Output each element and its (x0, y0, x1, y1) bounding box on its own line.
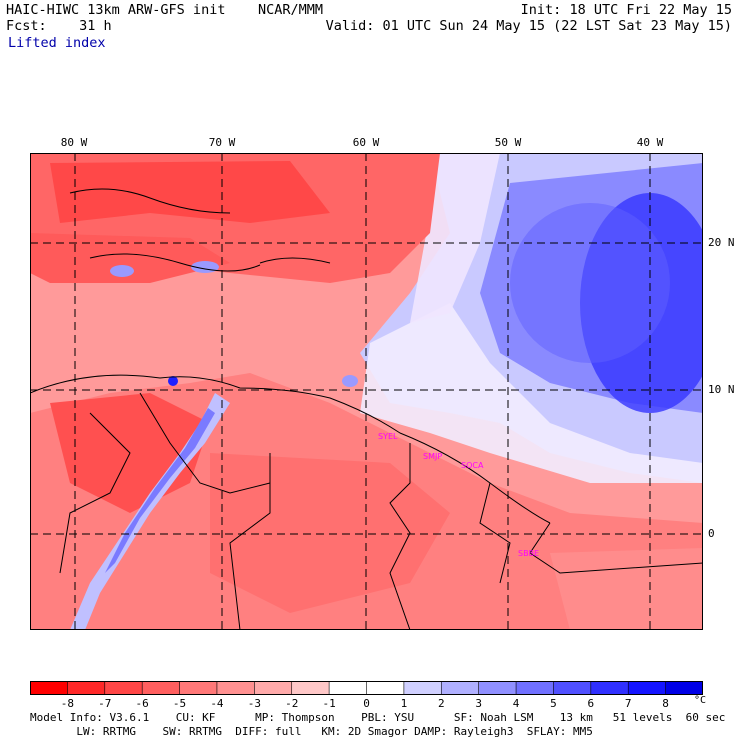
lon-label-50w: 50 W (494, 136, 522, 149)
field-name: Lifted index (8, 35, 106, 51)
neutral-band (360, 303, 703, 483)
colorbar-swatch (142, 681, 181, 695)
colorbar-tick-label: -3 (247, 697, 261, 710)
lon-label-70w: 70 W (208, 136, 236, 149)
colorbar-swatch (366, 681, 405, 695)
station-syel: SYEL (378, 432, 398, 441)
model-info-line2: LW: RRTMG SW: RRTMG DIFF: full KM: 2D Sm… (30, 725, 593, 738)
lat-label-10n: 10 N (708, 383, 735, 396)
colorbar-swatch (590, 681, 629, 695)
colorbar-tick-label: 2 (437, 697, 445, 710)
colorbar-swatch (254, 681, 293, 695)
lon-label-80w: 80 W (60, 136, 88, 149)
colorbar-swatch (104, 681, 143, 695)
colorbar-swatch (516, 681, 555, 695)
colorbar-tick-label: 3 (475, 697, 482, 710)
init-time: Init: 18 UTC Fri 22 May 15 (520, 2, 732, 18)
model-info-line1: Model Info: V3.6.1 CU: KF MP: Thompson P… (30, 711, 726, 724)
colorbar-tick-label: -7 (98, 697, 112, 710)
colorbar-swatch (179, 681, 218, 695)
colorbar-swatch (67, 681, 106, 695)
colorbar-tick-label: -1 (322, 697, 336, 710)
colorbar-swatch (403, 681, 442, 695)
colorbar-tick-label: 7 (624, 697, 632, 710)
colorbar-unit: °C (693, 695, 707, 706)
station-sbbe: SBBE (518, 549, 539, 558)
lat-label-equator: 0 (708, 527, 715, 540)
coastlines (30, 188, 703, 630)
colorbar-swatch (216, 681, 255, 695)
colorbar-swatch (30, 681, 68, 695)
forecast-hour: Fcst: 31 h (6, 18, 112, 34)
colorbar-tick-label: -4 (210, 697, 224, 710)
colorbar-tick-label: -5 (172, 697, 187, 710)
colorbar-tick-label: -2 (285, 697, 299, 710)
colorbar-swatch (478, 681, 517, 695)
colorbar-tick-label: 8 (662, 697, 669, 710)
colorbar-tick-label: 0 (363, 697, 370, 710)
colorbar-tick-label: -6 (135, 697, 149, 710)
lon-label-60w: 60 W (352, 136, 380, 149)
colorbar-tick-label: -8 (60, 697, 74, 710)
colorbar-swatch (441, 681, 480, 695)
colorbar-swatch (628, 681, 667, 695)
lifted-index-map: SYEL SMJP SOCA SBBE (30, 153, 703, 630)
colorbar-swatch (553, 681, 592, 695)
lat-label-20n: 20 N (708, 236, 735, 249)
plot-title: HAIC-HIWC 13km ARW-GFS init NCAR/MMM (6, 2, 323, 18)
colorbar-swatch (329, 681, 368, 695)
colorbar-tick-label: 4 (512, 697, 520, 710)
station-smjp: SMJP (423, 452, 442, 461)
colorbar-tick-label: 6 (587, 697, 595, 710)
colorbar-tick-label: 1 (400, 697, 408, 710)
lat-lon-grid (30, 153, 703, 630)
lon-label-40w: 40 W (636, 136, 664, 149)
colorbar-swatch (291, 681, 330, 695)
valid-time: Valid: 01 UTC Sun 24 May 15 (22 LST Sat … (325, 18, 732, 34)
colorbar-tick-label: 5 (550, 697, 557, 710)
station-soca: SOCA (461, 461, 484, 470)
colorbar-swatch (665, 681, 703, 695)
colorbar (30, 681, 703, 695)
